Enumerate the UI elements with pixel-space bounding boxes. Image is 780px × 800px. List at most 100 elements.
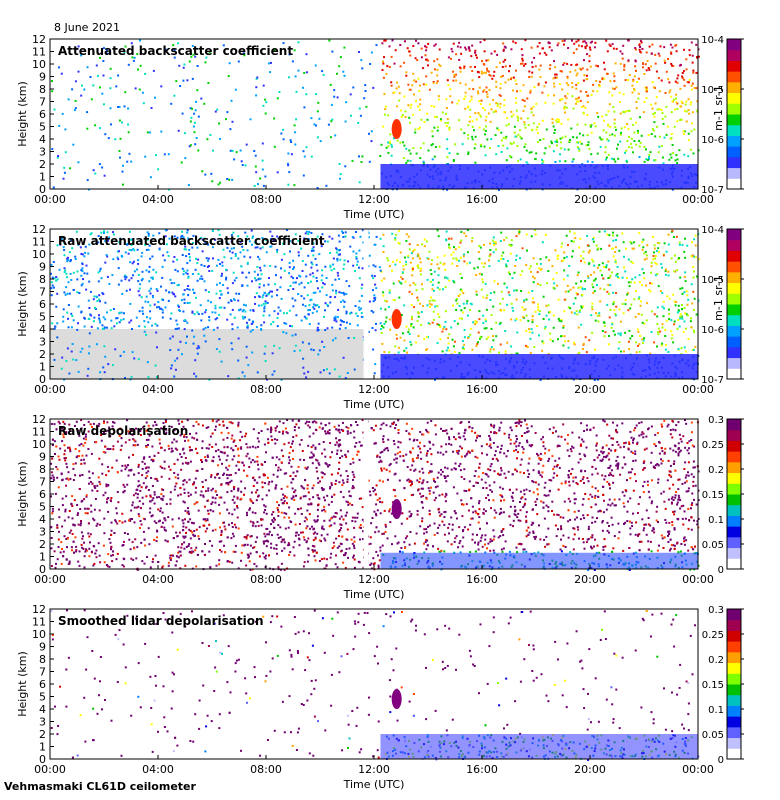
field-cell <box>577 39 580 42</box>
field-cell <box>379 500 381 503</box>
field-cell <box>615 147 618 150</box>
field-cell <box>431 130 434 133</box>
field-cell <box>315 276 318 279</box>
field-cell <box>614 246 617 249</box>
field-cell <box>665 268 667 271</box>
field-cell <box>132 260 135 263</box>
field-cell <box>98 554 101 557</box>
field-cell <box>204 326 207 329</box>
field-cell <box>450 237 453 240</box>
field-cell <box>204 289 207 292</box>
field-cell <box>331 451 333 454</box>
field-cell <box>514 79 517 82</box>
field-cell <box>471 348 474 351</box>
field-cell <box>153 303 156 306</box>
field-cell <box>180 299 183 302</box>
field-cell <box>500 151 503 153</box>
field-cell <box>298 443 301 446</box>
field-cell <box>327 503 330 506</box>
field-cell <box>107 363 110 366</box>
field-cell <box>77 243 80 246</box>
field-cell <box>469 65 472 68</box>
field-cell <box>55 305 58 308</box>
field-cell <box>422 67 425 70</box>
field-cell <box>53 358 56 361</box>
field-cell <box>564 482 567 485</box>
field-cell <box>288 171 291 174</box>
field-cell <box>381 69 384 71</box>
field-cell <box>50 294 53 297</box>
field-cell <box>361 155 364 158</box>
field-cell <box>360 287 363 290</box>
field-cell <box>493 516 496 519</box>
field-cell <box>90 510 93 513</box>
field-cell <box>623 65 626 68</box>
field-cell <box>359 524 362 526</box>
field-cell <box>127 123 129 126</box>
field-cell <box>452 345 455 348</box>
field-cell <box>157 168 160 171</box>
field-cell <box>104 261 107 264</box>
field-cell <box>470 98 473 101</box>
field-cell <box>371 327 374 329</box>
field-cell <box>493 280 496 283</box>
field-cell <box>251 329 254 331</box>
field-cell <box>137 68 139 71</box>
field-cell <box>231 328 234 331</box>
field-cell <box>158 306 161 309</box>
field-cell <box>591 305 594 308</box>
field-cell <box>624 79 627 81</box>
field-cell <box>168 188 170 191</box>
field-cell <box>662 162 665 165</box>
field-cell <box>280 132 283 135</box>
field-cell <box>182 293 185 296</box>
field-cell <box>69 260 72 263</box>
field-cell <box>672 98 675 101</box>
field-cell <box>349 495 352 498</box>
field-cell <box>413 542 416 545</box>
field-cell <box>486 67 488 70</box>
field-cell <box>254 154 257 157</box>
field-cell <box>604 331 607 334</box>
field-cell <box>498 474 501 476</box>
field-cell <box>650 65 652 68</box>
field-cell <box>297 239 300 242</box>
field-cell <box>502 136 505 139</box>
field-cell <box>160 85 163 88</box>
field-cell <box>425 75 428 78</box>
field-cell <box>196 89 199 92</box>
field-cell <box>138 287 141 290</box>
field-cell <box>553 82 556 85</box>
field-cell <box>185 341 187 344</box>
field-cell <box>382 294 385 297</box>
field-cell <box>449 88 452 91</box>
colorbar-segment <box>727 314 741 326</box>
field-cell <box>591 302 594 305</box>
field-cell <box>115 85 118 88</box>
field-cell <box>621 232 624 235</box>
field-cell <box>426 112 429 115</box>
field-cell <box>444 286 447 288</box>
field-cell <box>220 293 223 296</box>
field-cell <box>270 238 273 240</box>
field-cell <box>582 305 585 308</box>
field-cell <box>400 282 403 285</box>
field-cell <box>308 323 311 326</box>
field-cell <box>200 490 203 493</box>
field-cell <box>269 241 272 244</box>
field-cell <box>638 244 641 247</box>
field-cell <box>108 282 111 285</box>
field-cell <box>408 290 411 293</box>
field-cell <box>525 264 528 266</box>
field-cell <box>318 253 321 256</box>
field-cell <box>633 298 636 301</box>
field-cell <box>672 236 675 238</box>
field-cell <box>595 444 598 447</box>
field-cell <box>685 100 688 103</box>
field-cell <box>622 93 625 96</box>
field-cell <box>528 76 531 78</box>
field-cell <box>478 245 481 247</box>
field-cell <box>671 152 674 155</box>
field-cell <box>169 278 172 281</box>
noise-floor-region <box>50 329 369 379</box>
